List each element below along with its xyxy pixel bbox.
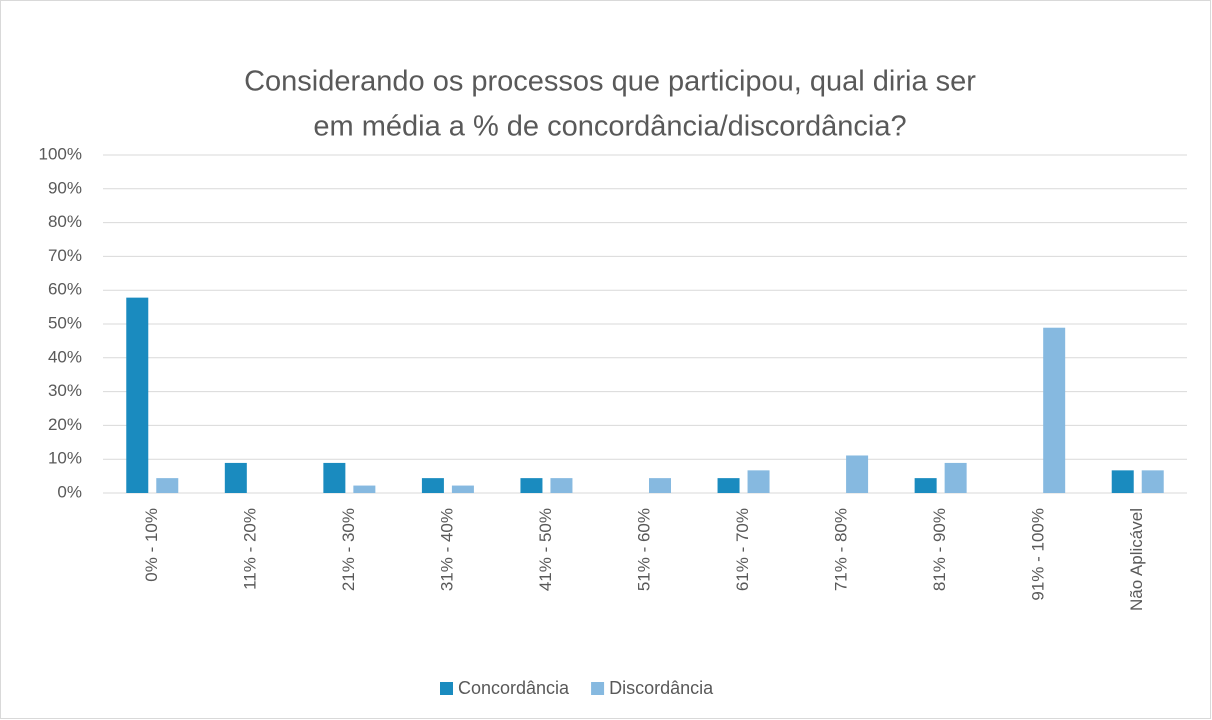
y-tick-label: 0% [57,482,82,501]
bar [156,478,179,493]
bar [846,455,869,493]
bar [747,470,770,493]
x-tick-label: 21% - 30% [339,508,358,591]
x-tick-label: 61% - 70% [733,508,752,591]
bar [126,297,149,493]
bar [421,478,444,493]
y-tick-label: 10% [48,449,82,468]
legend-label: Discordância [609,678,714,698]
bar [717,478,740,493]
x-tick-label: 91% - 100% [1029,508,1048,601]
y-tick-label: 40% [48,347,82,366]
bar [224,462,247,493]
bar [520,478,543,493]
bar [944,462,967,493]
legend-label: Concordância [458,678,570,698]
x-tick-label: 81% - 90% [930,508,949,591]
y-tick-label: 30% [48,381,82,400]
bar [550,478,573,493]
x-tick-label: 51% - 60% [634,508,653,591]
x-tick-label: 11% - 20% [240,508,259,590]
bar [451,485,474,493]
bar [1043,327,1066,493]
chart-title: em média a % de concordância/discordânci… [313,111,906,143]
x-tick-label: 71% - 80% [832,508,851,591]
bar [1111,470,1134,493]
x-tick-label: 0% - 10% [142,508,161,582]
bar [1141,470,1164,493]
y-tick-label: 70% [48,246,82,265]
x-tick-label: 41% - 50% [536,508,555,591]
x-tick-label: Não Aplicável [1127,508,1146,611]
legend-swatch [440,682,453,695]
legend-swatch [591,682,605,695]
bar [353,485,376,493]
y-tick-label: 60% [48,280,82,299]
y-tick-label: 90% [48,178,82,197]
y-tick-label: 20% [48,415,82,434]
bar [649,478,671,493]
y-tick-label: 50% [48,313,82,332]
bar [323,462,346,493]
y-tick-label: 100% [39,144,82,163]
bar [914,478,937,493]
y-tick-label: 80% [48,212,82,231]
chart-title: Considerando os processos que participou… [244,66,976,98]
x-tick-label: 31% - 40% [437,508,456,591]
